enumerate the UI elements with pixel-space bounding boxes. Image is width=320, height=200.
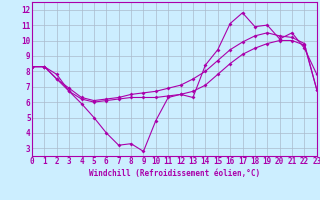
X-axis label: Windchill (Refroidissement éolien,°C): Windchill (Refroidissement éolien,°C): [89, 169, 260, 178]
